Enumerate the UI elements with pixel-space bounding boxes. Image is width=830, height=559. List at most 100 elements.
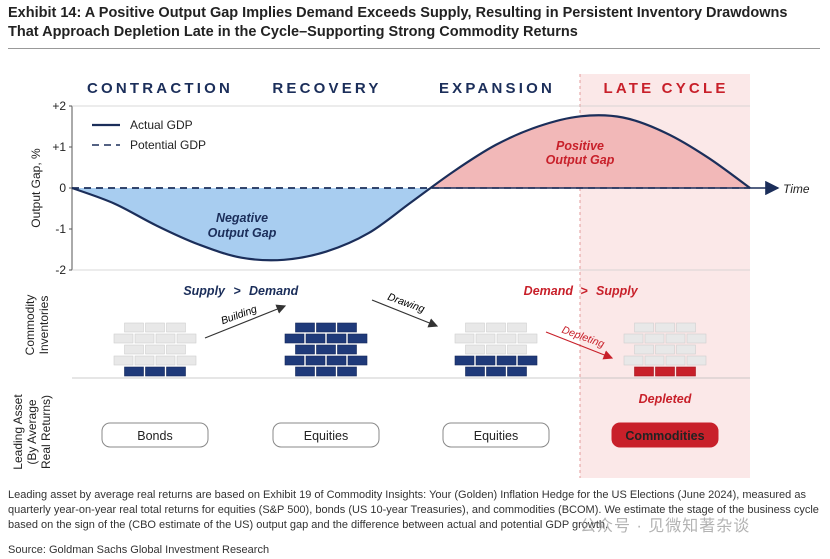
- inventory-brick: [347, 333, 368, 344]
- inventory-brick: [686, 333, 707, 344]
- inventory-stacks: [113, 322, 707, 377]
- inventory-brick: [496, 355, 517, 366]
- legend-potential-label: Potential GDP: [130, 138, 206, 152]
- inventory-brick: [305, 355, 326, 366]
- inventory-brick: [454, 355, 475, 366]
- inventory-brick: [517, 355, 538, 366]
- inventory-brick: [337, 366, 357, 377]
- sd2-op: >: [580, 284, 588, 298]
- inventory-brick: [145, 322, 165, 333]
- inventory-brick: [124, 322, 144, 333]
- inventory-label-2: Inventories: [37, 296, 51, 355]
- asset-pill-equities-1: [272, 422, 380, 448]
- leading-label-3: Real Returns): [39, 395, 53, 469]
- sd1-left: Supply: [183, 284, 226, 298]
- inventory-brick: [655, 322, 675, 333]
- chart-title: Exhibit 14: A Positive Output Gap Implie…: [8, 5, 788, 40]
- positive-gap-label-1: Positive: [556, 139, 604, 153]
- inventory-brick: [676, 344, 696, 355]
- inventory-brick: [454, 333, 475, 344]
- inventory-brick: [176, 355, 197, 366]
- inventory-brick: [316, 322, 336, 333]
- inventory-brick: [486, 322, 506, 333]
- inventory-brick: [676, 366, 696, 377]
- asset-pill-bonds: [101, 422, 209, 448]
- stage-contraction: CONTRACTION: [87, 80, 233, 97]
- inventory-brick: [665, 333, 686, 344]
- inventory-brick: [166, 322, 186, 333]
- leading-label-2: (By Average: [25, 399, 39, 464]
- inventory-brick: [686, 355, 707, 366]
- positive-gap-label-2: Output Gap: [546, 153, 615, 167]
- arrow-building: [204, 304, 287, 339]
- negative-gap-label-1: Negative: [216, 211, 268, 225]
- inventory-brick: [623, 355, 644, 366]
- legend-actual-label: Actual GDP: [130, 118, 193, 132]
- inventory-brick: [134, 355, 155, 366]
- y-ticks: +2 +1 0 -1 -2: [52, 99, 72, 277]
- supply-gt-demand: Supply > Demand: [183, 284, 298, 298]
- negative-gap-label-2: Output Gap: [208, 226, 277, 240]
- inventory-brick: [326, 333, 347, 344]
- inventory-brick: [337, 322, 357, 333]
- inventory-brick: [113, 355, 134, 366]
- inventory-brick: [295, 366, 315, 377]
- asset-label-commodities: Commodities: [625, 429, 704, 443]
- inventory-brick: [623, 333, 644, 344]
- inventory-brick: [644, 355, 665, 366]
- depleted-label: Depleted: [639, 392, 692, 406]
- inventory-brick: [465, 344, 485, 355]
- inventory-brick: [507, 366, 527, 377]
- asset-label-equities-2: Equities: [474, 429, 518, 443]
- inventory-brick: [145, 366, 165, 377]
- sd1-op: >: [233, 284, 241, 298]
- inventory-brick: [347, 355, 368, 366]
- positive-gap-fill: [430, 115, 750, 188]
- inventory-brick: [295, 344, 315, 355]
- y-tick-label: +1: [52, 140, 66, 154]
- sd2-left: Demand: [524, 284, 574, 298]
- inventory-brick: [665, 355, 686, 366]
- inventory-brick: [166, 344, 186, 355]
- inventory-brick: [155, 333, 176, 344]
- cycle-chart: CONTRACTION RECOVERY EXPANSION LATE CYCL…: [11, 74, 810, 478]
- inventory-brick: [465, 322, 485, 333]
- inventory-brick: [644, 333, 665, 344]
- sd1-right: Demand: [249, 284, 299, 298]
- inventory-brick: [676, 322, 696, 333]
- inventory-brick: [284, 355, 305, 366]
- y-tick-label: -2: [55, 263, 66, 277]
- y-tick-label: 0: [59, 181, 66, 195]
- inventory-brick: [517, 333, 538, 344]
- inventory-brick: [316, 366, 336, 377]
- sd2-right: Supply: [596, 284, 639, 298]
- arrow-drawing: [371, 299, 439, 328]
- y-axis-label: Output Gap, %: [29, 148, 43, 228]
- actual-gdp-line: [71, 114, 751, 262]
- asset-pill-commodities: [611, 422, 719, 448]
- inventory-brick: [507, 344, 527, 355]
- inventory-brick: [145, 344, 165, 355]
- asset-pill-equities-2: [442, 422, 550, 448]
- inventory-brick: [634, 344, 654, 355]
- asset-label-bonds: Bonds: [137, 429, 172, 443]
- inventory-brick: [337, 344, 357, 355]
- inventory-brick: [634, 322, 654, 333]
- inventory-brick: [507, 322, 527, 333]
- source-note: Source: Goldman Sachs Global Investment …: [8, 544, 270, 556]
- leading-label-1: Leading Asset: [11, 394, 25, 470]
- inventory-brick: [155, 355, 176, 366]
- inventory-brick: [113, 333, 134, 344]
- time-label: Time: [783, 182, 810, 196]
- inventory-brick: [284, 333, 305, 344]
- inventory-brick: [655, 344, 675, 355]
- inventory-brick: [124, 366, 144, 377]
- inventory-brick: [134, 333, 155, 344]
- stage-late-cycle: LATE CYCLE: [603, 80, 728, 97]
- asset-label-equities-1: Equities: [304, 429, 348, 443]
- inventory-brick: [486, 366, 506, 377]
- title-rule: [8, 48, 820, 49]
- inventory-brick: [295, 322, 315, 333]
- y-tick-label: -1: [55, 222, 66, 236]
- inventory-brick: [465, 366, 485, 377]
